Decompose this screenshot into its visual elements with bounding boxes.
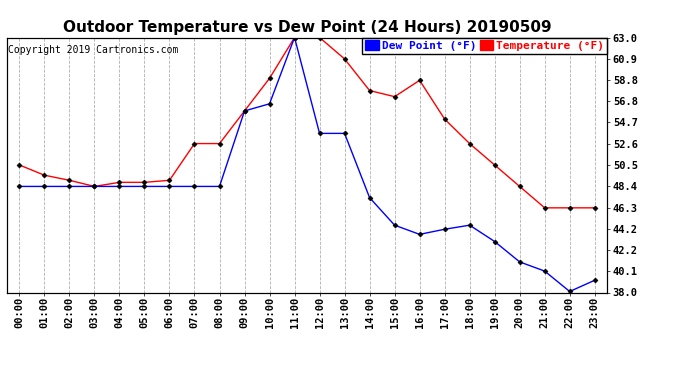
Title: Outdoor Temperature vs Dew Point (24 Hours) 20190509: Outdoor Temperature vs Dew Point (24 Hou… xyxy=(63,20,551,35)
Text: Copyright 2019 Cartronics.com: Copyright 2019 Cartronics.com xyxy=(8,45,178,55)
Legend: Dew Point (°F), Temperature (°F): Dew Point (°F), Temperature (°F) xyxy=(362,38,607,54)
